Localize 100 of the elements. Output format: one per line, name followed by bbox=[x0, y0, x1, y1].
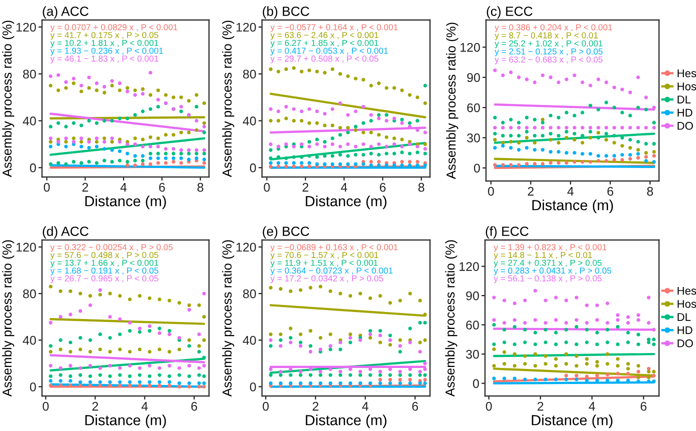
point bbox=[556, 140, 560, 145]
point bbox=[179, 130, 184, 134]
point bbox=[133, 136, 137, 140]
point bbox=[118, 140, 122, 144]
chart-title: (a) ACC bbox=[42, 6, 88, 19]
point bbox=[48, 284, 52, 288]
point bbox=[652, 338, 656, 342]
point bbox=[307, 107, 312, 111]
point bbox=[48, 144, 52, 148]
point bbox=[72, 136, 76, 140]
point bbox=[584, 378, 589, 382]
point bbox=[398, 373, 402, 377]
point bbox=[268, 373, 273, 377]
point bbox=[532, 162, 537, 166]
point bbox=[102, 90, 106, 94]
point bbox=[128, 350, 132, 354]
point bbox=[48, 364, 52, 368]
point bbox=[72, 121, 76, 125]
point bbox=[368, 296, 372, 300]
point bbox=[177, 348, 182, 352]
point bbox=[646, 376, 651, 380]
point bbox=[172, 156, 176, 160]
point bbox=[156, 161, 160, 165]
point bbox=[423, 163, 428, 168]
point bbox=[398, 338, 402, 342]
point bbox=[98, 332, 102, 336]
point bbox=[64, 140, 68, 144]
point bbox=[652, 120, 656, 124]
point bbox=[646, 321, 651, 325]
y-tick-label: 120 bbox=[16, 22, 36, 32]
point bbox=[308, 350, 312, 354]
point bbox=[588, 152, 592, 156]
point bbox=[532, 118, 537, 122]
point bbox=[516, 120, 521, 124]
point bbox=[512, 302, 516, 306]
point bbox=[78, 309, 82, 313]
point bbox=[423, 84, 428, 88]
point bbox=[388, 378, 392, 382]
point bbox=[572, 132, 576, 136]
point bbox=[268, 367, 273, 372]
point bbox=[554, 378, 558, 382]
point bbox=[330, 67, 334, 72]
point bbox=[315, 155, 319, 159]
point bbox=[540, 134, 545, 138]
point bbox=[298, 344, 302, 348]
point bbox=[87, 118, 91, 123]
point bbox=[126, 160, 130, 164]
point bbox=[596, 130, 600, 135]
legend-label: DL bbox=[678, 96, 691, 104]
point bbox=[64, 144, 68, 148]
point bbox=[646, 338, 651, 342]
point bbox=[187, 148, 191, 152]
point bbox=[523, 321, 527, 325]
point bbox=[194, 156, 198, 160]
point bbox=[612, 134, 616, 138]
point bbox=[423, 101, 428, 106]
annotation: y = 0.386 + 0.204 x , P < 0.001 bbox=[494, 24, 612, 32]
point bbox=[268, 148, 273, 152]
point bbox=[556, 134, 560, 138]
point bbox=[532, 126, 537, 130]
point bbox=[492, 296, 496, 300]
point bbox=[330, 154, 334, 158]
annotation: y = 46.1 − 1.83 x , P < 0.001 bbox=[50, 56, 158, 64]
point bbox=[168, 350, 172, 354]
point bbox=[492, 347, 496, 352]
point bbox=[423, 320, 427, 324]
point bbox=[338, 348, 342, 352]
point bbox=[78, 336, 82, 340]
y-tick-label: 0 bbox=[250, 163, 256, 172]
point bbox=[328, 373, 332, 377]
point bbox=[110, 136, 114, 140]
point bbox=[110, 79, 114, 83]
point bbox=[400, 160, 404, 164]
point bbox=[362, 142, 366, 146]
point bbox=[540, 148, 545, 152]
point bbox=[574, 374, 578, 378]
point bbox=[292, 118, 296, 123]
point bbox=[400, 144, 404, 148]
point bbox=[492, 364, 496, 368]
point bbox=[298, 288, 302, 292]
x-tick-label: 2 bbox=[92, 402, 98, 411]
point bbox=[564, 340, 568, 344]
point bbox=[616, 364, 620, 368]
point bbox=[88, 294, 92, 298]
point bbox=[118, 294, 122, 298]
y-tick-label: 30 bbox=[467, 134, 480, 142]
point bbox=[338, 340, 342, 344]
point bbox=[398, 344, 402, 348]
point bbox=[308, 344, 312, 348]
point bbox=[202, 130, 206, 134]
point bbox=[138, 294, 142, 298]
y-axis-title: Assembly process ratio (%) bbox=[445, 240, 458, 397]
point bbox=[606, 321, 610, 325]
point bbox=[574, 364, 578, 368]
annotation: y = 10.2 + 1.81 x , P < 0.001 bbox=[50, 40, 158, 48]
point bbox=[133, 142, 137, 146]
point bbox=[98, 366, 102, 370]
point bbox=[288, 381, 292, 386]
point bbox=[148, 162, 152, 166]
x-tick-label: 8 bbox=[197, 182, 204, 192]
